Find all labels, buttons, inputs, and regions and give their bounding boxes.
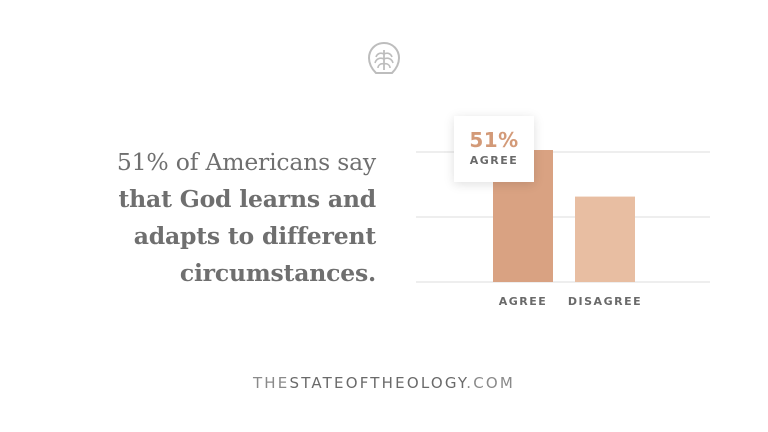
agree-callout: 51% AGREE xyxy=(454,116,534,182)
headline-line-1: that God learns and xyxy=(118,185,377,213)
bar-disagree xyxy=(575,196,635,282)
headline: 51% of Americans say that God learns and… xyxy=(40,144,376,292)
ligonier-logo-icon xyxy=(367,41,401,74)
headline-line-3: circumstances. xyxy=(179,259,376,287)
callout-percent: 51% xyxy=(469,128,519,152)
headline-lead: 51% of Americans say xyxy=(116,148,376,176)
footer-url: THESTATEOFTHEOLOGY.COM xyxy=(0,374,768,392)
footer-url-suffix: .COM xyxy=(466,374,516,392)
footer-url-prefix: THE xyxy=(252,374,290,392)
headline-line-2: adapts to different xyxy=(133,222,376,250)
footer-url-name: STATEOFTHEOLOGY xyxy=(289,374,467,392)
tick-label-agree: AGREE xyxy=(499,295,548,308)
tick-label-disagree: DISAGREE xyxy=(568,295,642,308)
callout-label: AGREE xyxy=(469,154,519,167)
